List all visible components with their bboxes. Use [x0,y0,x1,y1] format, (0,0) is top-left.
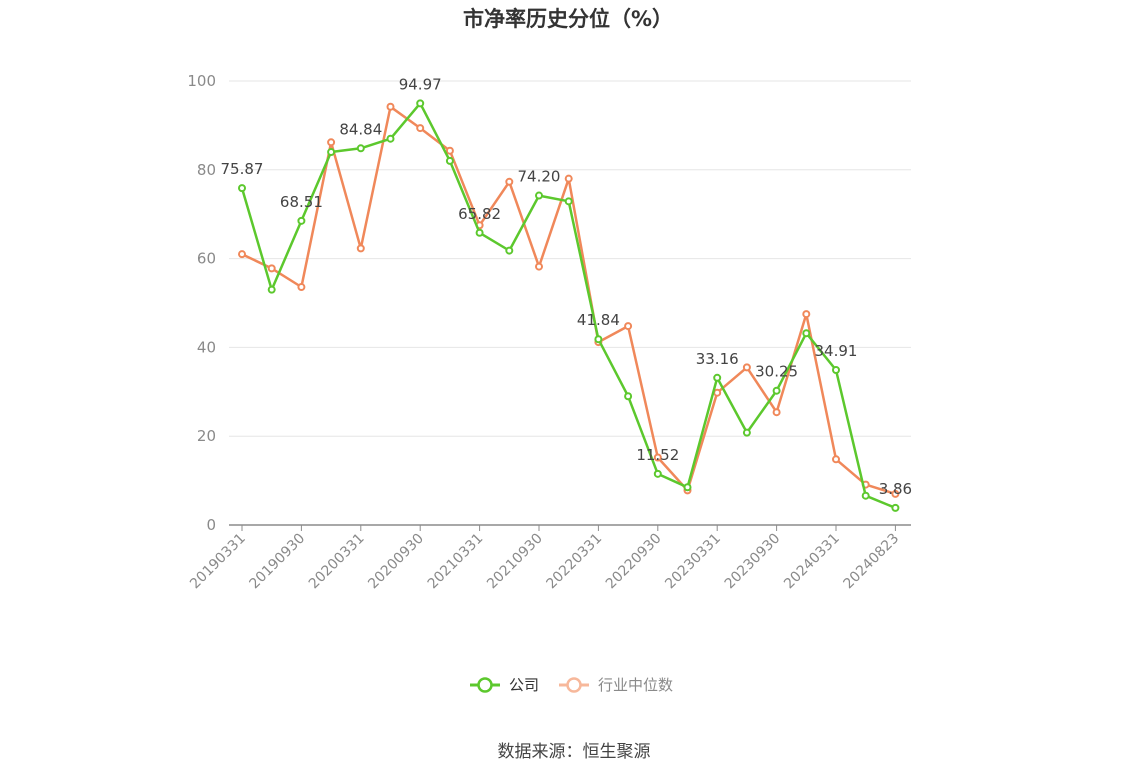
series-1-point[interactable] [653,453,662,462]
y-axis: 0 20 40 60 80 100 [187,72,216,534]
x-tick-label: 20220331 [544,531,606,593]
series-0-point[interactable] [267,285,276,294]
legend-marker-industry-median [566,677,582,693]
series-1-point[interactable] [772,408,781,417]
series-1-point[interactable] [327,138,336,147]
data-label: 3.86 [879,480,912,498]
data-label: 30.25 [755,363,798,381]
data-label: 75.87 [221,160,264,178]
data-label: 84.84 [339,120,382,138]
x-tick-label: 20200930 [365,531,427,593]
series-1-point[interactable] [832,455,840,464]
series-0-point[interactable] [832,365,840,374]
series-1-point[interactable] [416,124,425,133]
legend-label-company: 公司 [509,676,539,694]
source-note: 数据来源：恒生聚源 [498,742,651,762]
data-label: 11.52 [636,446,679,464]
x-tick-label: 20240331 [781,531,843,593]
y-tick-label: 60 [197,250,216,268]
series-1-point[interactable] [624,322,633,331]
series-0-point[interactable] [356,144,365,153]
series-0-point[interactable] [327,148,336,157]
data-label: 65.82 [458,205,501,223]
x-tick-label: 20210331 [425,531,487,593]
series-0-point[interactable] [742,428,751,437]
series-0-point[interactable] [475,228,484,237]
data-labels: 75.87 68.51 84.84 94.97 65.82 74.20 41.84 11.52… [221,75,913,498]
x-tick-label: 20200331 [306,531,368,593]
legend-marker-company [477,677,493,693]
series-0-point[interactable] [861,491,870,500]
data-label: 34.91 [815,342,858,360]
x-tick-label: 20210930 [484,531,546,593]
series-0-point[interactable] [416,99,425,108]
y-tick-label: 40 [197,338,216,356]
x-tick-label: 20230930 [722,531,784,593]
x-tick-label: 20190331 [187,531,249,593]
y-tick-label: 80 [197,161,216,179]
series-1-point[interactable] [891,489,900,498]
y-tick-label: 0 [206,516,216,534]
legend[interactable]: 公司 行业中位数 [470,676,673,694]
series-0-point[interactable] [624,392,633,401]
series-1-point[interactable] [802,310,811,319]
series-0-point[interactable] [386,134,395,143]
series-layer [238,99,900,512]
chart-title: 市净率历史分位（%） [463,7,673,31]
x-axis: 2019033120190930202003312020093020210331… [187,524,911,593]
y-tick-label: 20 [197,427,216,445]
data-label: 68.51 [280,193,323,211]
series-1-point[interactable] [238,250,246,259]
x-tick-label: 20220930 [603,531,665,593]
series-0-point[interactable] [683,483,692,492]
x-tick-label: 20230331 [662,531,724,593]
series-0-point[interactable] [505,246,514,255]
series-0-point[interactable] [594,335,603,344]
series-1-point[interactable] [445,146,454,155]
series-0-point[interactable] [238,184,246,193]
series-1-point[interactable] [297,283,306,292]
data-label: 74.20 [518,168,561,186]
series-0-point[interactable] [802,329,811,338]
series-1-point[interactable] [386,102,395,111]
series-1-point[interactable] [267,264,276,273]
series-line-0 [240,102,896,510]
x-tick-label: 20190930 [247,531,309,593]
series-0-point[interactable] [772,386,781,395]
series-0-point[interactable] [713,373,722,382]
series-1-point[interactable] [713,388,722,397]
legend-label-industry-median: 行业中位数 [598,676,673,694]
x-tick-label: 20240823 [841,531,903,593]
series-1-point[interactable] [356,244,365,253]
series-0-point[interactable] [564,197,573,206]
series-0-point[interactable] [891,503,900,512]
data-label: 94.97 [399,75,442,93]
series-1-point[interactable] [564,174,573,183]
series-1-point[interactable] [742,363,751,372]
series-0-point[interactable] [445,156,454,165]
y-tick-label: 100 [187,72,216,90]
series-0-point[interactable] [653,469,662,478]
grid [229,80,911,437]
data-label: 33.16 [696,350,739,368]
series-0-point[interactable] [535,191,543,200]
series-1-point[interactable] [505,177,514,186]
legend-item-industry-median[interactable]: 行业中位数 [559,676,673,694]
data-label: 41.84 [577,311,620,329]
series-0-point[interactable] [297,216,306,225]
legend-item-company[interactable]: 公司 [470,676,539,694]
series-1-point[interactable] [535,262,543,271]
